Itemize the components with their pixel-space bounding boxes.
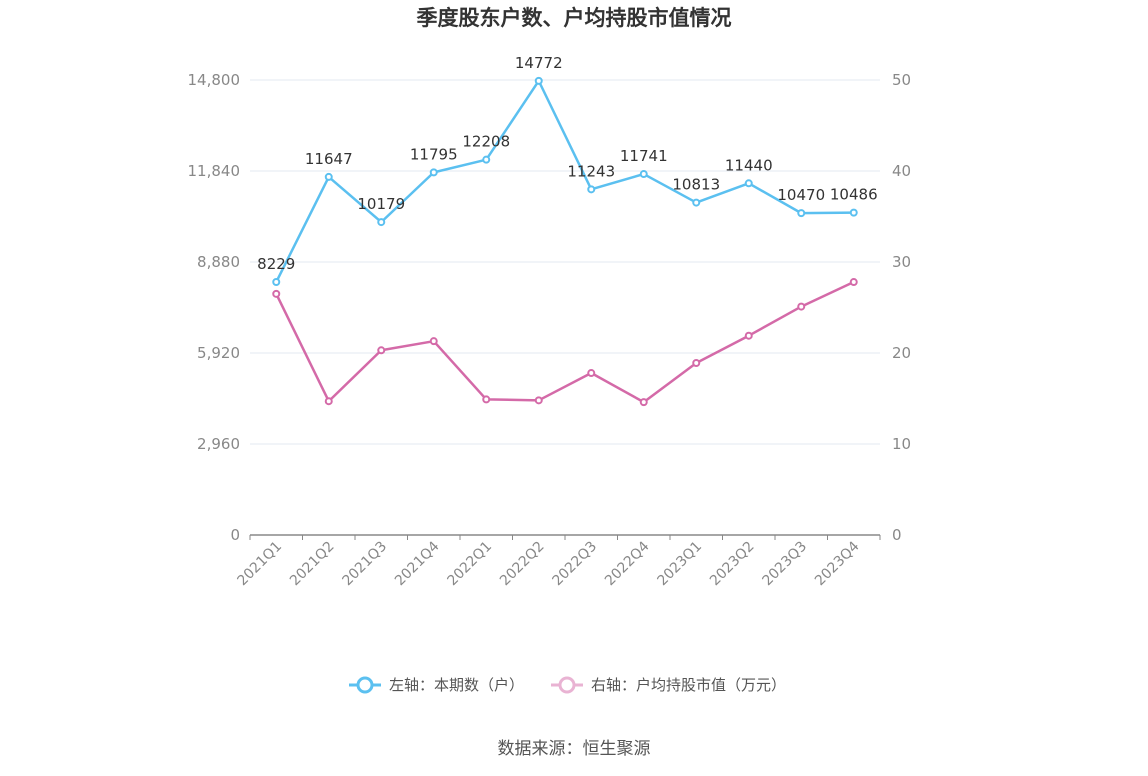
shareholders-point <box>324 172 333 181</box>
avg-holding-value-point <box>692 359 701 368</box>
legend-item-left[interactable]: 左轴：本期数（户） <box>349 676 524 694</box>
x-axis-tick-label: 2023Q1 <box>654 539 705 590</box>
left-axis-tick-label: 0 <box>230 526 240 544</box>
right-axis-tick-label: 30 <box>892 253 911 271</box>
data-label: 11440 <box>725 156 773 174</box>
shareholders-line <box>275 79 854 283</box>
shareholders-point <box>587 185 596 194</box>
avg-holding-value-point <box>587 369 596 378</box>
left-axis-tick-label: 11,840 <box>188 162 241 180</box>
right-axis-tick-label: 10 <box>892 435 911 453</box>
shareholders-point <box>429 168 438 177</box>
chart-title: 季度股东户数、户均持股市值情况 <box>417 6 732 30</box>
shareholders-point <box>482 155 491 164</box>
avg-holding-value-point <box>377 346 386 355</box>
x-axis-tick-label: 2023Q2 <box>707 539 758 590</box>
legend-label-right: 右轴：户均持股市值（万元） <box>591 676 786 694</box>
avg-holding-value-point <box>429 337 438 346</box>
series-shareholders <box>272 76 858 287</box>
data-label: 11243 <box>567 162 615 180</box>
data-label: 10813 <box>672 176 720 194</box>
data-label: 10470 <box>777 186 825 204</box>
left-axis-tick-label: 2,960 <box>197 435 240 453</box>
x-axis-tick-label: 2021Q2 <box>287 539 338 590</box>
avg-holding-value-point <box>849 278 858 287</box>
left-axis-tick-label: 14,800 <box>188 71 241 89</box>
shareholders-point <box>377 218 386 227</box>
axes: 0 0 2,960 10 5,920 20 8,880 30 11,840 40 14,800 50 2… <box>188 71 912 589</box>
series-avg-holding-value <box>272 278 858 407</box>
legend-label-left: 左轴：本期数（户） <box>389 676 524 694</box>
data-label: 12208 <box>462 133 510 151</box>
x-axis-tick-label: 2023Q3 <box>759 539 810 590</box>
data-label: 14772 <box>515 54 563 72</box>
x-axis-tick-label: 2022Q2 <box>497 539 548 590</box>
right-axis-tick-label: 0 <box>892 526 902 544</box>
right-axis-tick-label: 20 <box>892 344 911 362</box>
data-label: 11647 <box>305 150 353 168</box>
data-label: 11795 <box>410 145 458 163</box>
x-axis-tick-label: 2023Q4 <box>812 538 863 589</box>
shareholders-point <box>692 198 701 207</box>
data-label: 10179 <box>357 195 405 213</box>
avg-holding-value-point <box>272 289 281 298</box>
x-axis-tick-label: 2022Q3 <box>549 539 600 590</box>
shareholders-point <box>639 170 648 179</box>
legend-marker-right <box>558 676 576 694</box>
avg-holding-value-point <box>744 331 753 340</box>
avg-holding-value-point <box>482 395 491 404</box>
right-axis-tick-label: 50 <box>892 71 911 89</box>
left-axis-tick-label: 8,880 <box>197 253 240 271</box>
avg-holding-value-point <box>324 397 333 406</box>
x-axis-tick-label: 2022Q1 <box>444 539 495 590</box>
data-source: 数据来源：恒生聚源 <box>498 739 651 759</box>
shareholders-point <box>272 278 281 287</box>
data-label: 10486 <box>830 186 878 204</box>
x-axis-tick-label: 2021Q3 <box>339 539 390 590</box>
left-axis-tick-label: 5,920 <box>197 344 240 362</box>
shareholders-point <box>849 208 858 217</box>
shareholders-point <box>534 76 543 85</box>
legend: 左轴：本期数（户） 右轴：户均持股市值（万元） <box>349 676 786 694</box>
grid <box>250 79 880 445</box>
data-labels: 8229116471017911795122081477211243117411… <box>257 54 877 273</box>
avg-holding-value-line <box>275 280 855 404</box>
data-label: 11741 <box>620 147 668 165</box>
right-axis-tick-label: 40 <box>892 162 911 180</box>
shareholders-point <box>797 209 806 218</box>
shareholders-point <box>744 179 753 188</box>
legend-marker-left <box>356 676 374 694</box>
legend-item-right[interactable]: 右轴：户均持股市值（万元） <box>551 676 786 694</box>
avg-holding-value-point <box>534 396 543 405</box>
x-axis-tick-label: 2022Q4 <box>602 538 653 589</box>
data-label: 8229 <box>257 255 295 273</box>
avg-holding-value-point <box>639 398 648 407</box>
avg-holding-value-point <box>797 302 806 311</box>
x-axis-tick-label: 2021Q1 <box>234 539 285 590</box>
x-axis-tick-label: 2021Q4 <box>392 538 443 589</box>
